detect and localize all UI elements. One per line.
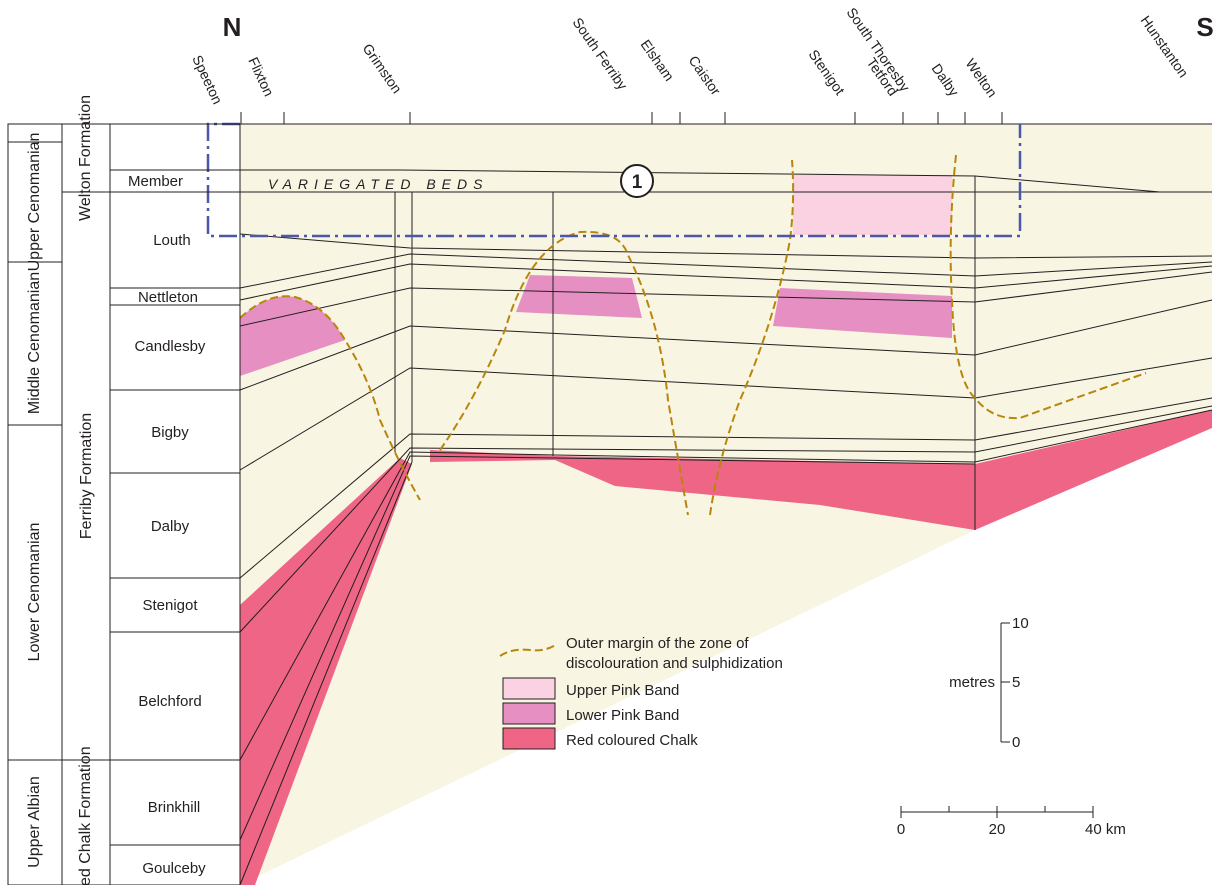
discolouration-margin-lines [239, 154, 1147, 516]
member-louth: Louth [153, 232, 191, 249]
member-brinkhill: Brinkhill [148, 799, 201, 816]
stage-upper-cenomanian: Upper Cenomanian [26, 133, 43, 272]
locality-caistor: Caistor [686, 53, 725, 99]
vscale-tick-5: 5 [1012, 674, 1020, 691]
member-member: Member [128, 173, 183, 190]
member-dalby: Dalby [151, 518, 190, 535]
formation-ferriby: Ferriby Formation [78, 413, 95, 539]
vscale-tick-10: 10 [1012, 615, 1029, 632]
legend-margin-line-2: discolouration and sulphidization [566, 655, 783, 672]
study-area-box [206, 122, 1022, 238]
formation-welton: Welton Formation [77, 95, 94, 221]
locality-hunstanton: Hunstanton [1138, 13, 1192, 81]
locality-grimston: Grimston [360, 41, 406, 97]
legend-margin-line-1: Outer margin of the zone of [566, 635, 749, 652]
stage-lower-cenomanian: Lower Cenomanian [26, 523, 43, 662]
hscale-tick-40: 40 km [1085, 821, 1126, 838]
locality-stenigot: Stenigot [806, 47, 849, 98]
hscale-tick-20: 20 [989, 821, 1006, 838]
formation-red-chalk: Red Chalk Formation [77, 746, 94, 885]
member-candlesby: Candlesby [135, 338, 206, 355]
legend-upper-pink: Upper Pink Band [566, 682, 679, 699]
locality-elsham: Elsham [638, 37, 678, 84]
south-label: S [1196, 12, 1213, 42]
vertical-scale: metres 10 5 0 [949, 615, 1029, 751]
locality-dalby: Dalby [929, 61, 963, 100]
legend-red-chalk: Red coloured Chalk [566, 732, 698, 749]
locality-flixton: Flixton [245, 55, 277, 99]
locality-welton: Welton [963, 56, 1001, 101]
stratigraphic-lines [239, 123, 1213, 885]
lower-pink-band-north [240, 296, 345, 376]
hscale-tick-0: 0 [897, 821, 905, 838]
marker-circle [620, 164, 654, 198]
member-stenigot: Stenigot [142, 597, 198, 614]
horizontal-scale: 0 20 40 km [897, 806, 1126, 838]
locality-speeton: Speeton [189, 53, 226, 107]
lower-pink-band-centre [516, 275, 642, 318]
member-belchford: Belchford [138, 693, 201, 710]
legend: Outer margin of the zone of discolourati… [499, 635, 783, 750]
member-bigby: Bigby [151, 424, 189, 441]
legend-lower-pink: Lower Pink Band [566, 707, 679, 724]
red-chalk-band-south [430, 410, 1212, 530]
stage-middle-cenomanian: Middle Cenomanian [26, 272, 43, 414]
strat-column [7, 123, 241, 885]
vscale-tick-0: 0 [1012, 734, 1020, 751]
member-goulceby: Goulceby [142, 860, 206, 877]
north-label: N [223, 12, 242, 42]
locality-south-ferriby: South Ferriby [570, 15, 631, 93]
legend-swatch-red-chalk [502, 727, 556, 750]
marker-number: 1 [632, 172, 643, 193]
variegated-beds-label: VARIEGATED BEDS [268, 176, 488, 192]
legend-swatch-upper-pink [502, 677, 556, 700]
locality-ticks [240, 112, 1003, 124]
legend-swatch-lower-pink [502, 702, 556, 725]
vscale-unit: metres [949, 674, 995, 691]
upper-pink-band [793, 175, 952, 235]
section-background [240, 124, 1212, 885]
member-nettleton: Nettleton [138, 289, 198, 306]
stage-upper-albian: Upper Albian [26, 776, 43, 868]
